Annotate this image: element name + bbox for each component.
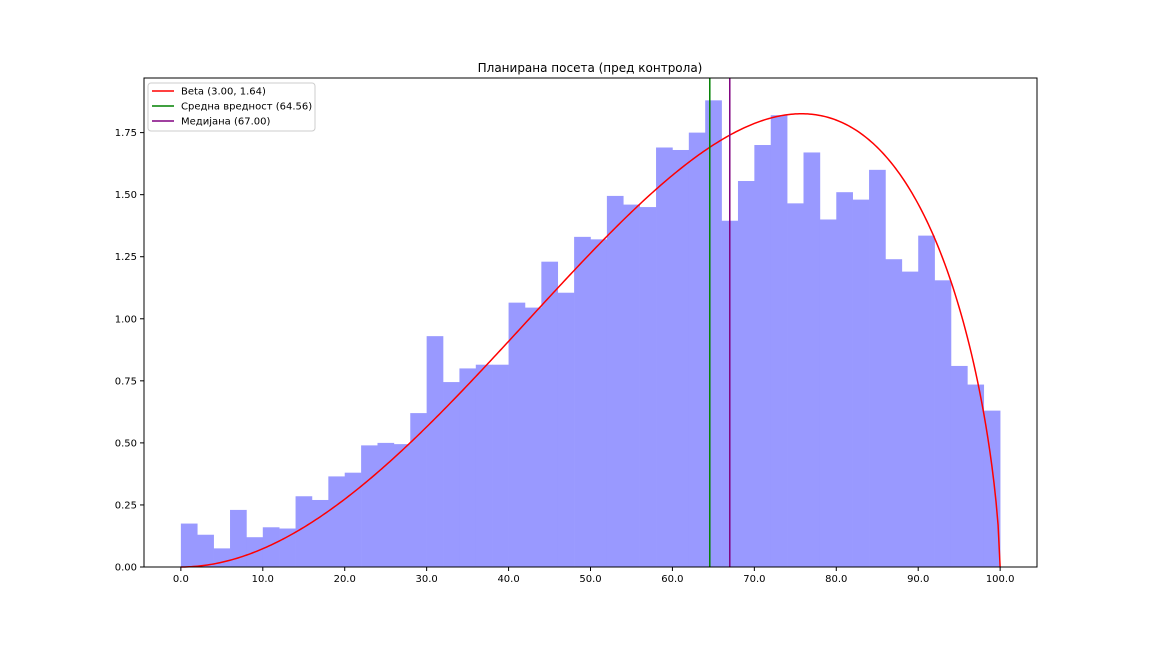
histogram-bar <box>443 382 460 567</box>
series-layer <box>180 78 1001 568</box>
x-tick-label: 20.0 <box>334 574 356 585</box>
x-tick-label: 10.0 <box>252 574 274 585</box>
histogram-bar <box>426 336 444 567</box>
y-tick-label: 1.75 <box>115 128 137 139</box>
x-axis: 0.0 10.0 20.0 30.0 40.0 50.0 60.0 70.0 80.0 90.0 1… <box>173 567 1015 585</box>
legend-label: Средна вредност (64.56) <box>181 102 312 113</box>
histogram-bar <box>393 444 411 567</box>
legend-frame <box>147 82 316 132</box>
histogram-bar <box>230 509 247 567</box>
x-tick-label: 30.0 <box>416 574 438 585</box>
histogram-bar <box>574 236 591 567</box>
y-tick-label: 0.75 <box>115 376 137 387</box>
x-tick-label: 80.0 <box>825 574 847 585</box>
y-tick-label: 1.50 <box>115 190 137 201</box>
histogram-bar <box>606 195 624 567</box>
y-tick-label: 1.00 <box>115 314 137 325</box>
histogram-bar <box>377 442 395 567</box>
histogram-bar <box>672 149 690 567</box>
histogram-bar <box>361 445 378 567</box>
x-tick-label: 70.0 <box>743 574 765 585</box>
histogram-bar <box>590 239 608 567</box>
histogram-bar <box>524 307 542 567</box>
histogram-bar <box>508 302 526 567</box>
legend: Beta (3.00, 1.64) Средна вредност (64.56)… <box>147 82 316 132</box>
histogram-bar <box>869 169 886 567</box>
histogram-bar <box>737 181 755 567</box>
histogram-bar <box>557 292 575 567</box>
beta-pdf-curve <box>180 112 1001 568</box>
y-tick-label: 0.00 <box>115 563 137 574</box>
histogram-bars <box>180 100 1001 568</box>
histogram-bar <box>688 132 706 567</box>
histogram-bar <box>623 204 640 567</box>
histogram-bar <box>705 100 722 568</box>
histogram-bar <box>803 152 821 567</box>
chart-title: Планирана посета (пред контрола) <box>478 61 703 75</box>
histogram-bar <box>836 192 853 567</box>
x-tick-label: 40.0 <box>497 574 519 585</box>
histogram-bar <box>967 384 985 567</box>
histogram-bar <box>262 527 280 567</box>
histogram-bar <box>180 523 198 567</box>
histogram-bar <box>934 280 952 567</box>
histogram-bar <box>541 261 559 567</box>
y-axis: 0.00 0.25 0.50 0.75 1.00 1.25 1.50 1.75 <box>115 128 144 574</box>
histogram-bar <box>459 368 477 567</box>
histogram-bar <box>787 203 804 568</box>
histogram-bar <box>983 410 1001 567</box>
x-tick-label: 90.0 <box>907 574 929 585</box>
histogram-bar <box>656 147 673 567</box>
x-tick-label: 100.0 <box>986 574 1015 585</box>
y-tick-label: 0.25 <box>115 500 137 511</box>
histogram-bar <box>410 413 427 567</box>
legend-label: Beta (3.00, 1.64) <box>181 87 266 98</box>
histogram-bar <box>197 534 214 567</box>
histogram-bar <box>344 472 362 567</box>
histogram-bar <box>492 364 509 567</box>
histogram-bar <box>819 219 837 567</box>
histogram-bar <box>770 115 788 567</box>
legend-label: Медијана (67.00) <box>181 116 270 128</box>
x-tick-label: 0.0 <box>173 574 189 585</box>
histogram-bar <box>639 207 657 567</box>
x-tick-label: 50.0 <box>579 574 601 585</box>
histogram-bar <box>754 145 772 567</box>
y-tick-label: 0.50 <box>115 438 137 449</box>
histogram-bar <box>328 476 346 567</box>
histogram-bar <box>295 496 313 567</box>
histogram-bar <box>213 548 231 567</box>
histogram-bar <box>950 365 968 567</box>
y-tick-label: 1.25 <box>115 252 137 263</box>
histogram-bar <box>901 271 919 567</box>
histogram-bar <box>918 235 935 567</box>
histogram-bar <box>885 259 903 567</box>
x-tick-label: 60.0 <box>661 574 683 585</box>
histogram-bar <box>852 199 870 567</box>
histogram-bar <box>311 499 329 567</box>
histogram-bar <box>475 364 493 567</box>
